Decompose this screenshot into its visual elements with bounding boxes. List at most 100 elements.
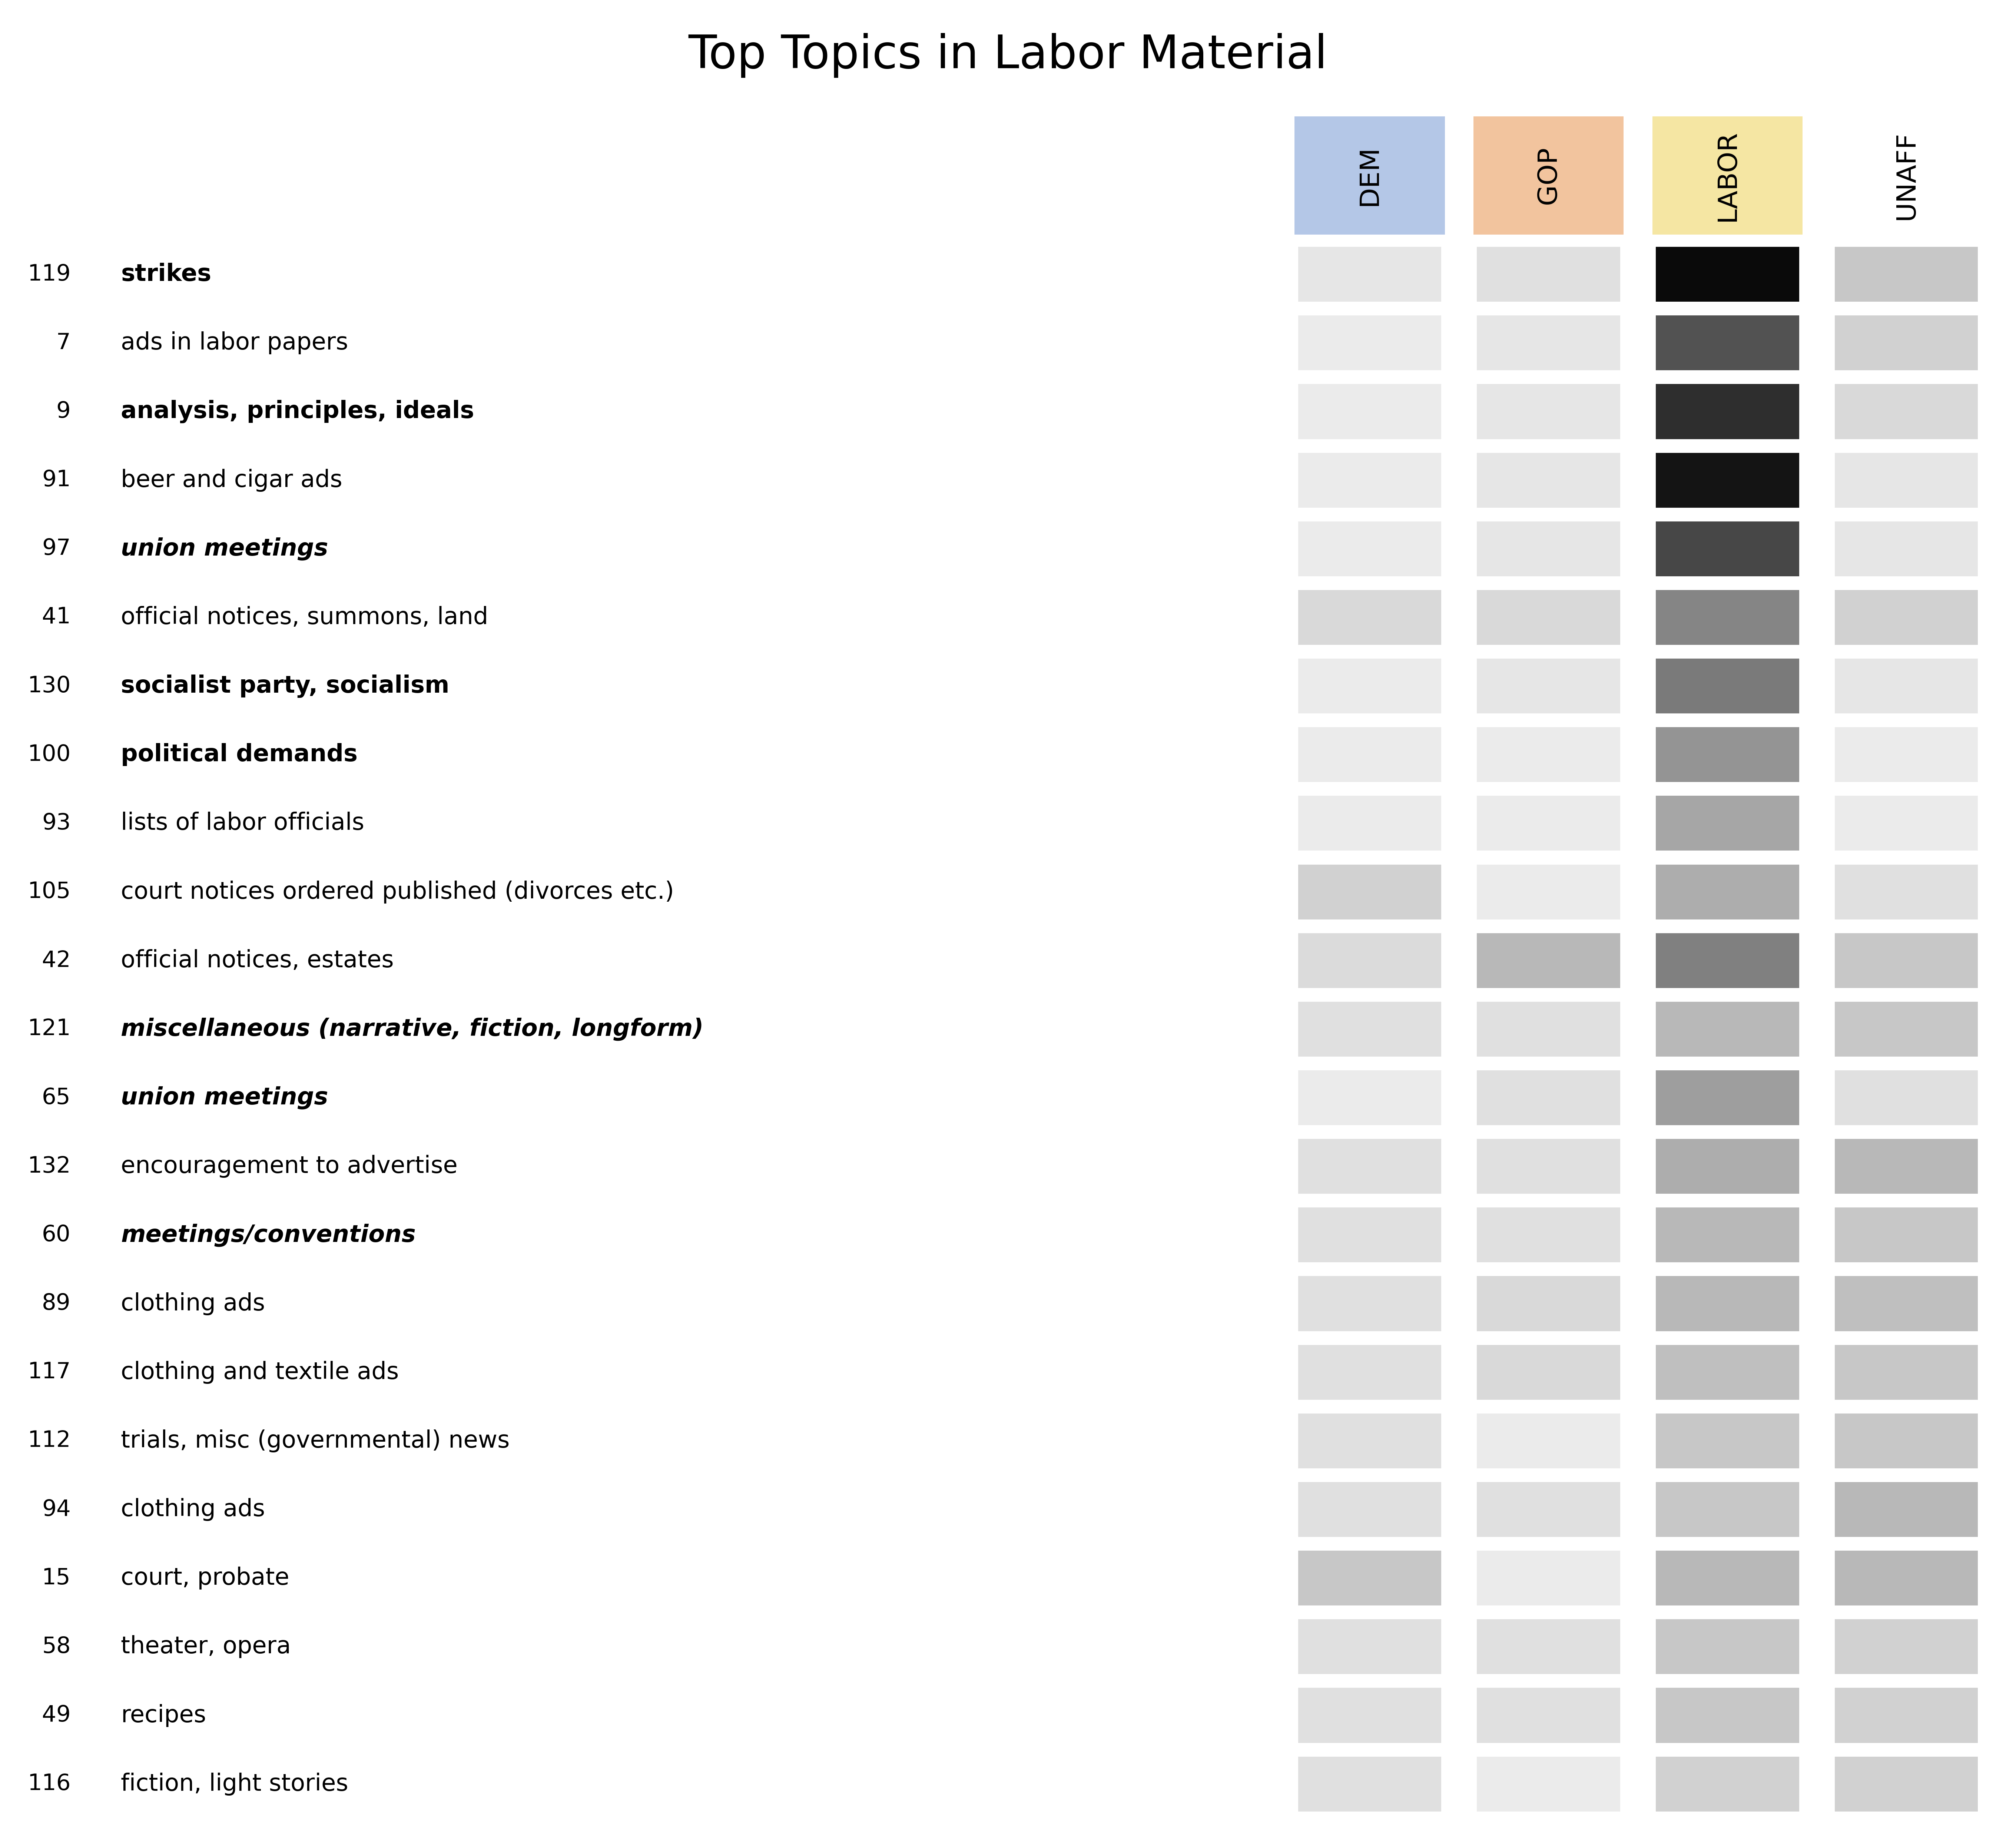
FancyBboxPatch shape <box>1478 932 1621 988</box>
FancyBboxPatch shape <box>1478 659 1621 714</box>
FancyBboxPatch shape <box>1655 591 1798 644</box>
Text: 49: 49 <box>42 1704 71 1726</box>
FancyBboxPatch shape <box>1835 1071 1978 1126</box>
Text: trials, misc (governmental) news: trials, misc (governmental) news <box>121 1429 510 1453</box>
FancyBboxPatch shape <box>1655 384 1798 439</box>
Text: 132: 132 <box>28 1156 71 1178</box>
FancyBboxPatch shape <box>1835 1344 1978 1399</box>
FancyBboxPatch shape <box>1835 1276 1978 1331</box>
FancyBboxPatch shape <box>1655 1687 1798 1743</box>
FancyBboxPatch shape <box>1298 864 1441 919</box>
Text: official notices, summons, land: official notices, summons, land <box>121 605 488 629</box>
FancyBboxPatch shape <box>1655 1207 1798 1263</box>
Text: 60: 60 <box>42 1224 71 1246</box>
FancyBboxPatch shape <box>1298 932 1441 988</box>
FancyBboxPatch shape <box>1835 864 1978 919</box>
Text: 7: 7 <box>56 332 71 354</box>
FancyBboxPatch shape <box>1298 1276 1441 1331</box>
Text: encouragement to advertise: encouragement to advertise <box>121 1156 458 1178</box>
FancyBboxPatch shape <box>1655 1002 1798 1056</box>
FancyBboxPatch shape <box>1478 452 1621 508</box>
FancyBboxPatch shape <box>1835 1482 1978 1538</box>
FancyBboxPatch shape <box>1655 659 1798 714</box>
FancyBboxPatch shape <box>1478 1482 1621 1538</box>
FancyBboxPatch shape <box>1655 864 1798 919</box>
Text: LABOR: LABOR <box>1716 129 1740 222</box>
Text: 94: 94 <box>42 1499 71 1521</box>
FancyBboxPatch shape <box>1831 116 1982 234</box>
Text: court notices ordered published (divorces etc.): court notices ordered published (divorce… <box>121 881 673 903</box>
FancyBboxPatch shape <box>1835 1619 1978 1674</box>
Text: clothing ads: clothing ads <box>121 1497 266 1521</box>
Text: union meetings: union meetings <box>121 1085 329 1109</box>
FancyBboxPatch shape <box>1298 1687 1441 1743</box>
FancyBboxPatch shape <box>1478 1344 1621 1399</box>
Text: political demands: political demands <box>121 744 357 766</box>
FancyBboxPatch shape <box>1655 1344 1798 1399</box>
FancyBboxPatch shape <box>1478 1757 1621 1811</box>
FancyBboxPatch shape <box>1478 1414 1621 1468</box>
FancyBboxPatch shape <box>1655 247 1798 301</box>
FancyBboxPatch shape <box>1655 1276 1798 1331</box>
Text: 117: 117 <box>28 1361 71 1383</box>
FancyBboxPatch shape <box>1478 521 1621 576</box>
Text: court, probate: court, probate <box>121 1567 290 1589</box>
FancyBboxPatch shape <box>1655 932 1798 988</box>
Text: clothing and textile ads: clothing and textile ads <box>121 1361 399 1384</box>
FancyBboxPatch shape <box>1478 864 1621 919</box>
Text: 42: 42 <box>42 949 71 971</box>
Text: beer and cigar ads: beer and cigar ads <box>121 469 343 491</box>
FancyBboxPatch shape <box>1835 452 1978 508</box>
Text: 58: 58 <box>42 1636 71 1658</box>
FancyBboxPatch shape <box>1298 659 1441 714</box>
Text: union meetings: union meetings <box>121 537 329 561</box>
FancyBboxPatch shape <box>1835 727 1978 783</box>
FancyBboxPatch shape <box>1478 727 1621 783</box>
FancyBboxPatch shape <box>1835 247 1978 301</box>
FancyBboxPatch shape <box>1655 1619 1798 1674</box>
Text: 105: 105 <box>28 881 71 903</box>
FancyBboxPatch shape <box>1478 1276 1621 1331</box>
FancyBboxPatch shape <box>1835 316 1978 371</box>
FancyBboxPatch shape <box>1298 521 1441 576</box>
Text: analysis, principles, ideals: analysis, principles, ideals <box>121 401 474 423</box>
Text: 130: 130 <box>28 676 71 698</box>
FancyBboxPatch shape <box>1298 1551 1441 1606</box>
FancyBboxPatch shape <box>1835 1551 1978 1606</box>
Text: lists of labor officials: lists of labor officials <box>121 812 365 834</box>
FancyBboxPatch shape <box>1655 1551 1798 1606</box>
FancyBboxPatch shape <box>1298 796 1441 851</box>
FancyBboxPatch shape <box>1835 384 1978 439</box>
FancyBboxPatch shape <box>1298 1207 1441 1263</box>
FancyBboxPatch shape <box>1653 116 1802 234</box>
FancyBboxPatch shape <box>1655 521 1798 576</box>
FancyBboxPatch shape <box>1835 1002 1978 1056</box>
FancyBboxPatch shape <box>1298 1344 1441 1399</box>
FancyBboxPatch shape <box>1835 932 1978 988</box>
Text: 112: 112 <box>28 1431 71 1451</box>
Text: clothing ads: clothing ads <box>121 1292 266 1314</box>
Text: strikes: strikes <box>121 262 212 286</box>
FancyBboxPatch shape <box>1298 727 1441 783</box>
Text: 93: 93 <box>42 812 71 834</box>
FancyBboxPatch shape <box>1478 1139 1621 1194</box>
FancyBboxPatch shape <box>1655 796 1798 851</box>
Text: official notices, estates: official notices, estates <box>121 949 393 973</box>
Text: miscellaneous (narrative, fiction, longform): miscellaneous (narrative, fiction, longf… <box>121 1017 704 1041</box>
FancyBboxPatch shape <box>1298 384 1441 439</box>
FancyBboxPatch shape <box>1655 1414 1798 1468</box>
FancyBboxPatch shape <box>1478 384 1621 439</box>
FancyBboxPatch shape <box>1655 452 1798 508</box>
FancyBboxPatch shape <box>1298 1757 1441 1811</box>
Text: socialist party, socialism: socialist party, socialism <box>121 674 450 698</box>
FancyBboxPatch shape <box>1835 591 1978 644</box>
FancyBboxPatch shape <box>1478 591 1621 644</box>
FancyBboxPatch shape <box>1655 1139 1798 1194</box>
FancyBboxPatch shape <box>1835 659 1978 714</box>
FancyBboxPatch shape <box>1298 591 1441 644</box>
Text: UNAFF: UNAFF <box>1893 131 1919 220</box>
FancyBboxPatch shape <box>1655 1757 1798 1811</box>
FancyBboxPatch shape <box>1835 521 1978 576</box>
Text: recipes: recipes <box>121 1704 206 1726</box>
Text: 91: 91 <box>42 469 71 491</box>
